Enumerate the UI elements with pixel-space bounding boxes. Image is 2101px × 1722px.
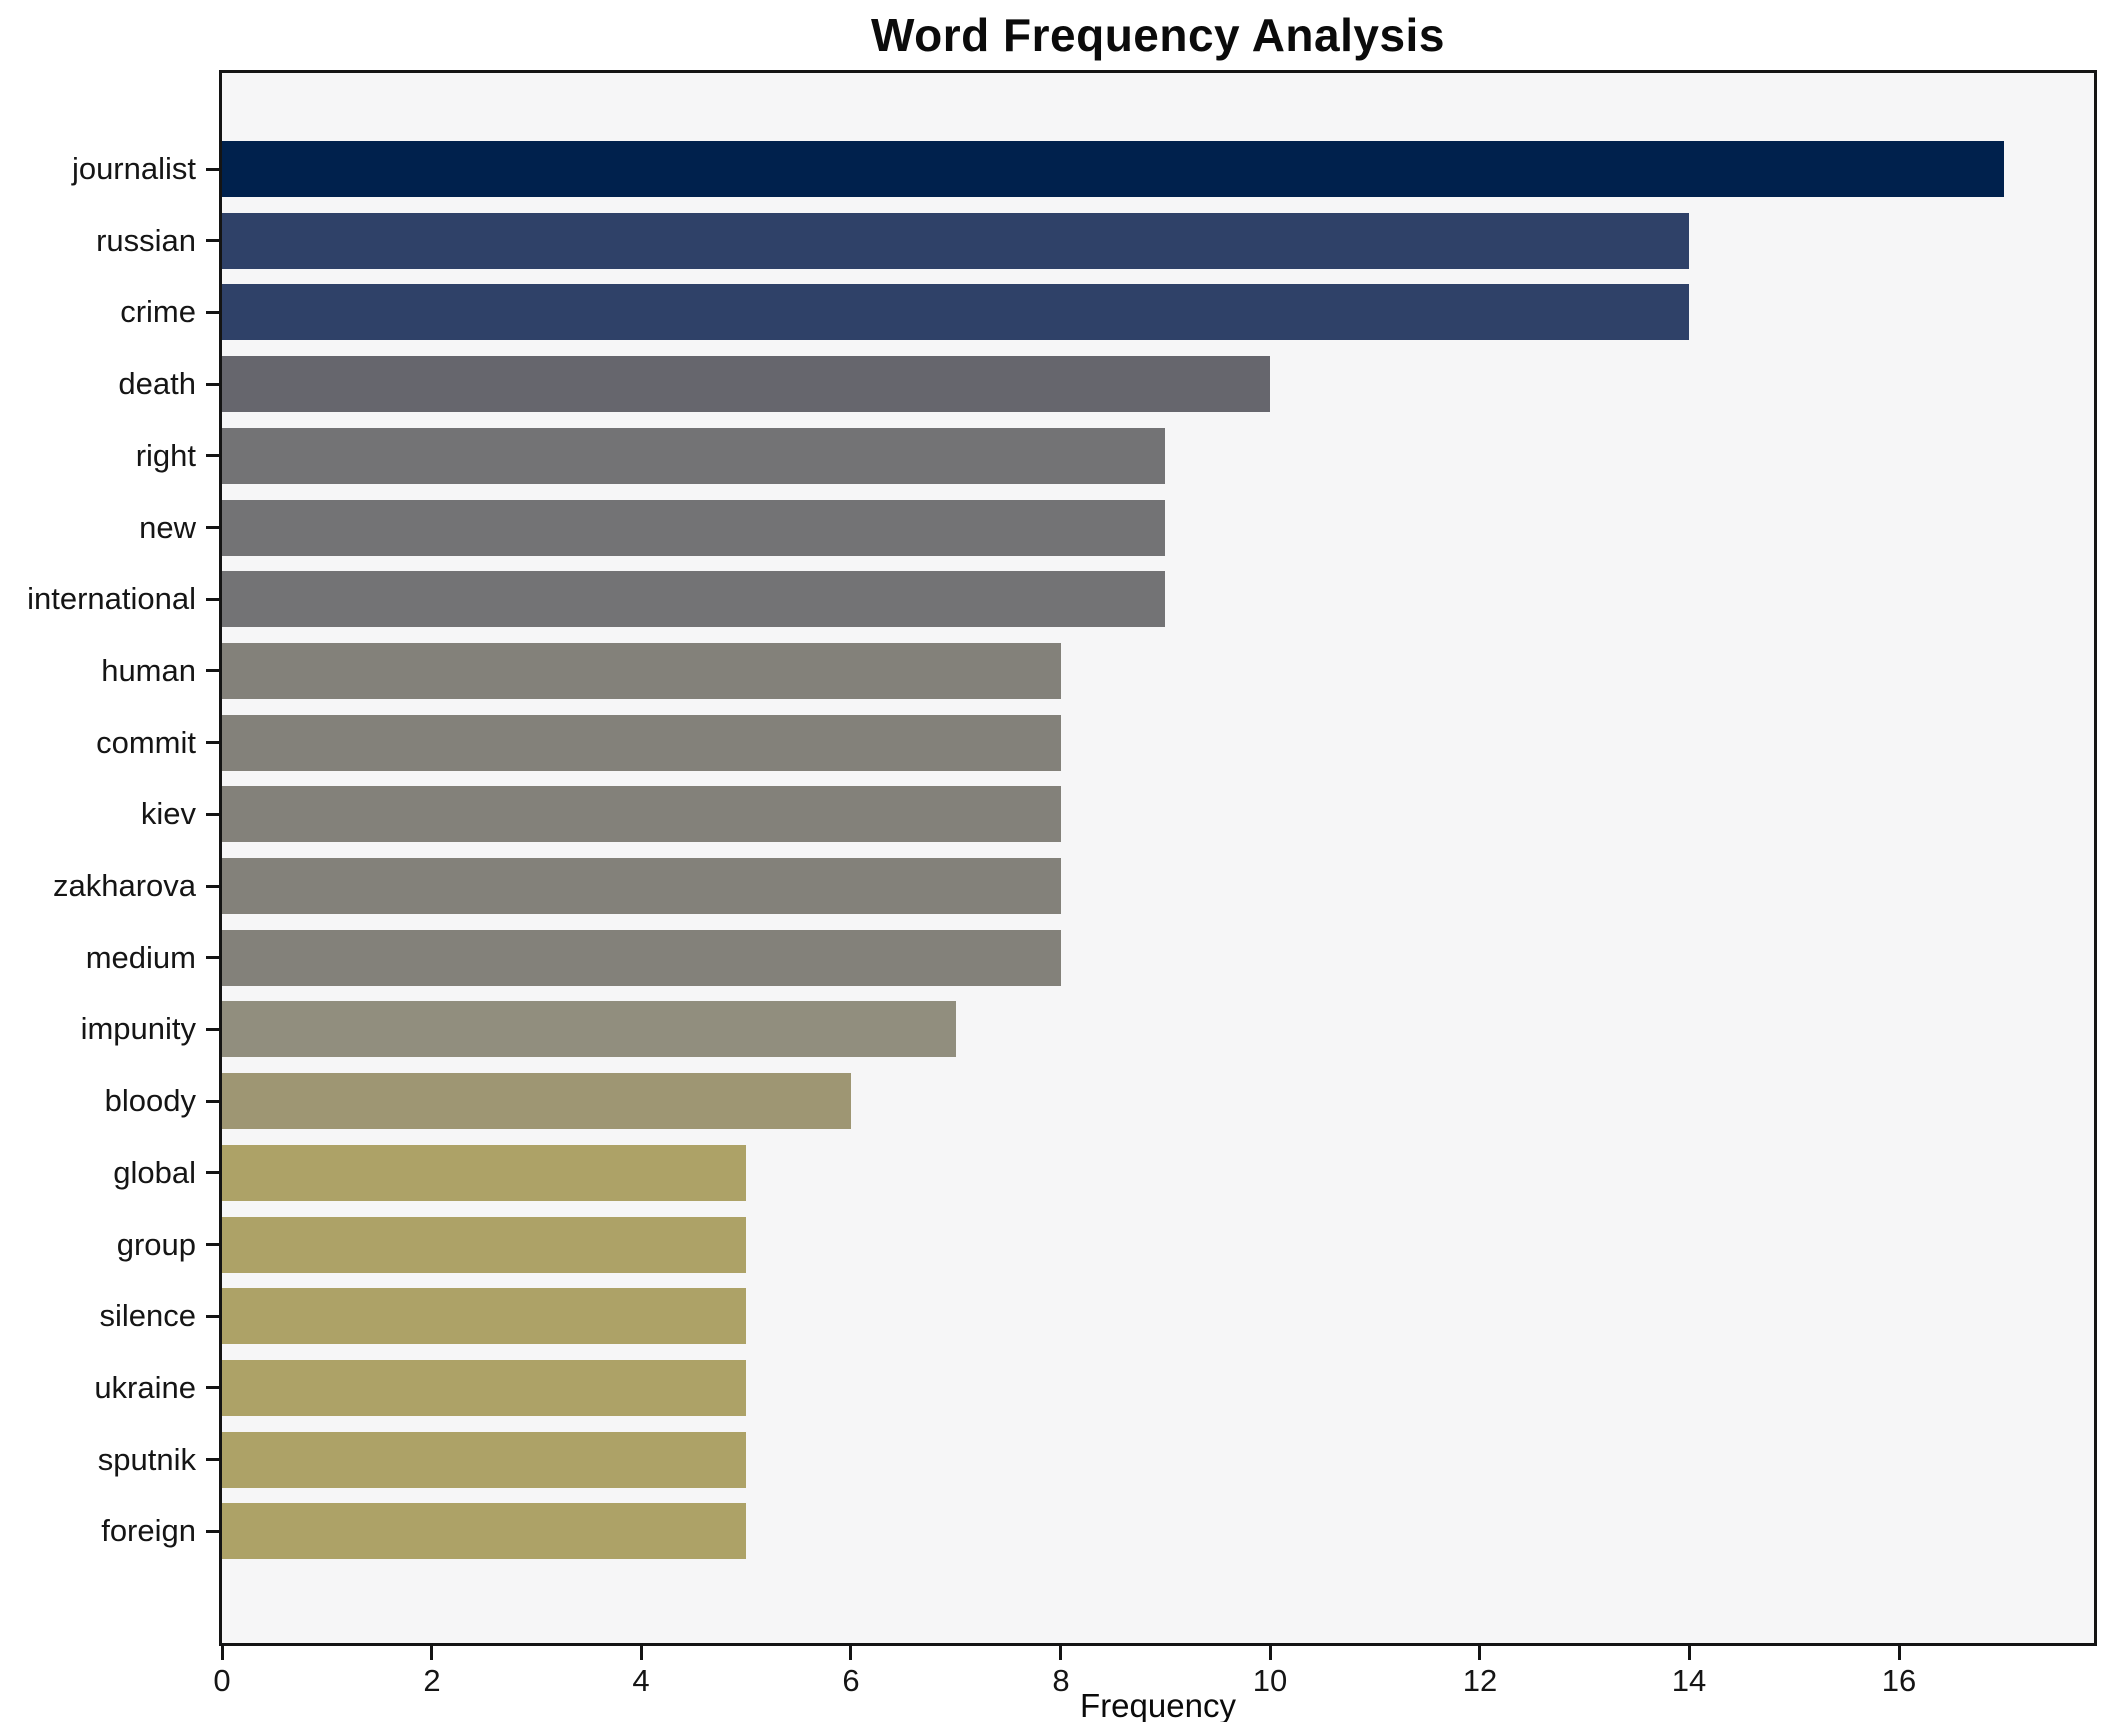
y-tick-label-kiev: kiev xyxy=(140,796,196,831)
x-tick-mark xyxy=(1688,1646,1691,1660)
y-tick-label-bloody: bloody xyxy=(104,1083,196,1118)
bar-crime xyxy=(222,284,1689,340)
y-tick-mark xyxy=(206,1386,219,1389)
bar-commit xyxy=(222,715,1061,771)
bar-foreign xyxy=(222,1503,746,1559)
x-tick-label-4: 4 xyxy=(632,1663,650,1698)
x-tick-label-8: 8 xyxy=(1052,1663,1070,1698)
x-tick-mark xyxy=(1898,1646,1901,1660)
bar-silence xyxy=(222,1288,746,1344)
y-tick-mark xyxy=(206,1315,219,1318)
y-tick-mark xyxy=(206,1100,219,1103)
y-tick-label-zakharova: zakharova xyxy=(52,868,196,903)
y-tick-label-group: group xyxy=(116,1227,196,1262)
y-tick-label-silence: silence xyxy=(99,1298,197,1333)
x-tick-mark xyxy=(1059,1646,1062,1660)
x-tick-mark xyxy=(221,1646,224,1660)
x-tick-label-12: 12 xyxy=(1462,1663,1498,1698)
x-tick-label-0: 0 xyxy=(213,1663,231,1698)
y-tick-mark xyxy=(206,454,219,457)
y-tick-mark xyxy=(206,813,219,816)
x-tick-label-10: 10 xyxy=(1252,1663,1288,1698)
x-axis-label: Frequency xyxy=(1080,1687,1236,1722)
y-tick-label-ukraine: ukraine xyxy=(94,1370,196,1405)
y-tick-mark xyxy=(206,239,219,242)
y-tick-mark xyxy=(206,526,219,529)
y-tick-label-death: death xyxy=(118,366,196,401)
y-tick-label-russian: russian xyxy=(96,223,196,258)
bar-right xyxy=(222,428,1165,484)
y-tick-mark xyxy=(206,1243,219,1246)
y-tick-label-commit: commit xyxy=(96,725,196,760)
y-tick-mark xyxy=(206,956,219,959)
bar-international xyxy=(222,571,1165,627)
bar-new xyxy=(222,500,1165,556)
bar-impunity xyxy=(222,1001,956,1057)
y-tick-label-sputnik: sputnik xyxy=(97,1442,196,1477)
x-tick-mark xyxy=(640,1646,643,1660)
y-tick-mark xyxy=(206,168,219,171)
y-tick-mark xyxy=(206,741,219,744)
y-tick-mark xyxy=(206,669,219,672)
bar-kiev xyxy=(222,786,1061,842)
bar-medium xyxy=(222,930,1061,986)
y-tick-mark xyxy=(206,1028,219,1031)
bar-zakharova xyxy=(222,858,1061,914)
y-tick-label-human: human xyxy=(101,653,196,688)
bar-group xyxy=(222,1217,746,1273)
y-tick-label-foreign: foreign xyxy=(101,1513,196,1548)
y-tick-label-new: new xyxy=(139,510,196,545)
bar-bloody xyxy=(222,1073,851,1129)
x-tick-label-14: 14 xyxy=(1671,1663,1707,1698)
y-tick-mark xyxy=(206,311,219,314)
y-tick-mark xyxy=(206,598,219,601)
y-tick-mark xyxy=(206,1530,219,1533)
x-tick-label-6: 6 xyxy=(842,1663,860,1698)
y-tick-label-international: international xyxy=(27,581,196,616)
bar-russian xyxy=(222,213,1689,269)
y-tick-mark xyxy=(206,383,219,386)
chart-title: Word Frequency Analysis xyxy=(871,9,1445,61)
y-tick-mark xyxy=(206,1171,219,1174)
plot-area xyxy=(219,70,2097,1646)
y-tick-label-journalist: journalist xyxy=(71,151,196,186)
y-tick-label-crime: crime xyxy=(120,294,196,329)
bar-sputnik xyxy=(222,1432,746,1488)
bar-global xyxy=(222,1145,746,1201)
x-tick-mark xyxy=(430,1646,433,1660)
y-tick-label-right: right xyxy=(135,438,196,473)
bar-human xyxy=(222,643,1061,699)
x-tick-mark xyxy=(1269,1646,1272,1660)
x-tick-mark xyxy=(1478,1646,1481,1660)
y-tick-label-global: global xyxy=(113,1155,196,1190)
x-tick-label-16: 16 xyxy=(1881,1663,1917,1698)
bar-death xyxy=(222,356,1270,412)
bar-journalist xyxy=(222,141,2004,197)
bar-ukraine xyxy=(222,1360,746,1416)
y-tick-label-impunity: impunity xyxy=(80,1011,196,1046)
y-tick-mark xyxy=(206,1458,219,1461)
x-tick-label-2: 2 xyxy=(423,1663,441,1698)
y-tick-label-medium: medium xyxy=(85,940,196,975)
y-tick-mark xyxy=(206,885,219,888)
x-tick-mark xyxy=(849,1646,852,1660)
